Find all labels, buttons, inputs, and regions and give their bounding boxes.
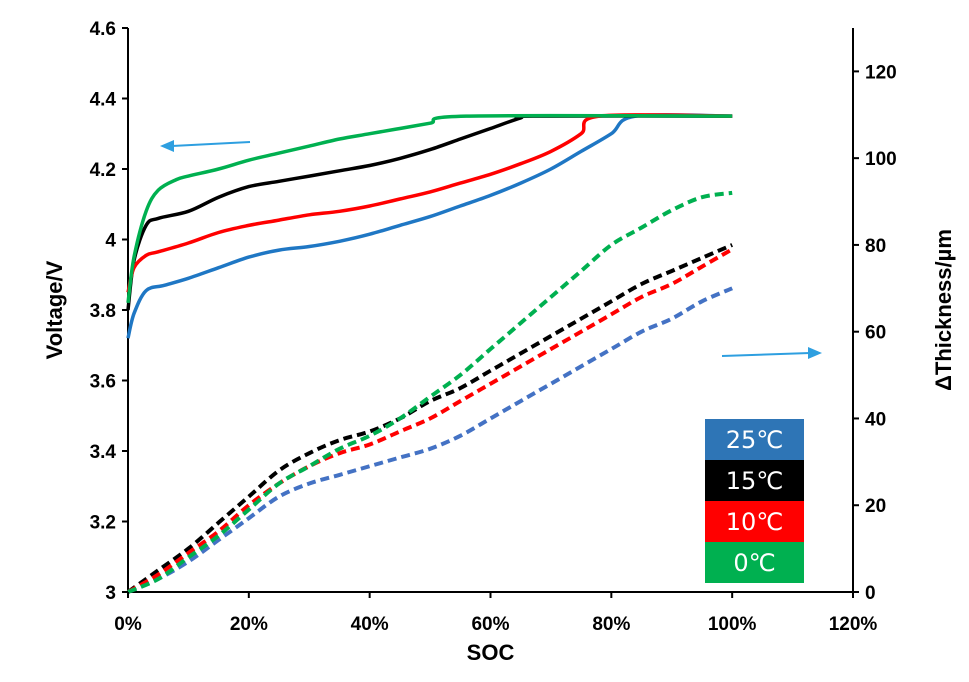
x-tick-label: 100%	[708, 614, 757, 635]
legend-swatch	[705, 460, 804, 501]
y-left-tick-label: 3.8	[90, 301, 116, 322]
y-right-tick-label: 80	[865, 236, 886, 257]
x-tick-label: 120%	[829, 614, 878, 635]
y-left-tick-label: 3	[105, 583, 116, 604]
legend-label: 25℃	[726, 426, 784, 454]
legend-label: 15℃	[726, 467, 784, 495]
y-left-tick-label: 4.6	[90, 19, 116, 40]
series-layer	[126, 113, 734, 594]
y-left-tick-label: 3.6	[90, 372, 116, 393]
x-tick-label: 20%	[230, 614, 268, 635]
voltage-series-line	[126, 113, 733, 304]
legend-label: 0℃	[733, 549, 775, 577]
legend-swatch	[705, 501, 804, 542]
legend-swatch	[705, 542, 804, 583]
voltage-series-line	[126, 113, 733, 293]
voltage-series-line	[126, 114, 733, 311]
y-left-tick-label: 4	[105, 231, 116, 252]
right-axis-arrow-head	[808, 347, 822, 359]
x-axis-title: SOC	[467, 640, 515, 665]
y-axis-right-title: ΔThickness/µm	[931, 229, 956, 391]
right-axis-arrow	[721, 352, 811, 357]
y-right-tick-label: 60	[865, 323, 886, 344]
x-tick-label: 40%	[351, 614, 389, 635]
left-axis-arrow-head	[160, 140, 174, 152]
thickness-series-line	[126, 247, 734, 594]
x-tick-label: 80%	[592, 614, 630, 635]
y-axis-left-title: Voltage/V	[42, 260, 67, 359]
thickness-series-line	[127, 286, 733, 594]
legend-label: 10℃	[726, 508, 784, 536]
y-right-tick-label: 40	[865, 409, 886, 430]
legend: 25℃ 15℃ 10℃ 0℃	[705, 419, 804, 583]
thickness-series-line	[127, 190, 733, 594]
voltage-series-line	[126, 113, 733, 339]
y-right-tick-label: 0	[865, 583, 876, 604]
axis-layer: 0% 20% 40% 60% 80% 100% 120% 3 3.2 3.4 3.6 3.8 4 4.2 4…	[90, 19, 897, 635]
x-tick-label: 60%	[471, 614, 509, 635]
y-left-tick-label: 4.2	[90, 160, 116, 181]
thickness-series-line	[126, 243, 733, 594]
y-right-tick-label: 120	[865, 62, 897, 83]
y-right-tick-label: 100	[865, 149, 897, 170]
y-left-tick-label: 3.2	[90, 513, 116, 534]
y-right-tick-label: 20	[865, 496, 886, 517]
left-axis-arrow	[171, 141, 251, 147]
legend-swatch	[705, 419, 804, 460]
arrow-layer	[160, 140, 822, 359]
y-left-tick-label: 3.4	[90, 442, 117, 463]
y-left-tick-label: 4.4	[90, 90, 117, 111]
x-tick-label: 0%	[114, 614, 142, 635]
